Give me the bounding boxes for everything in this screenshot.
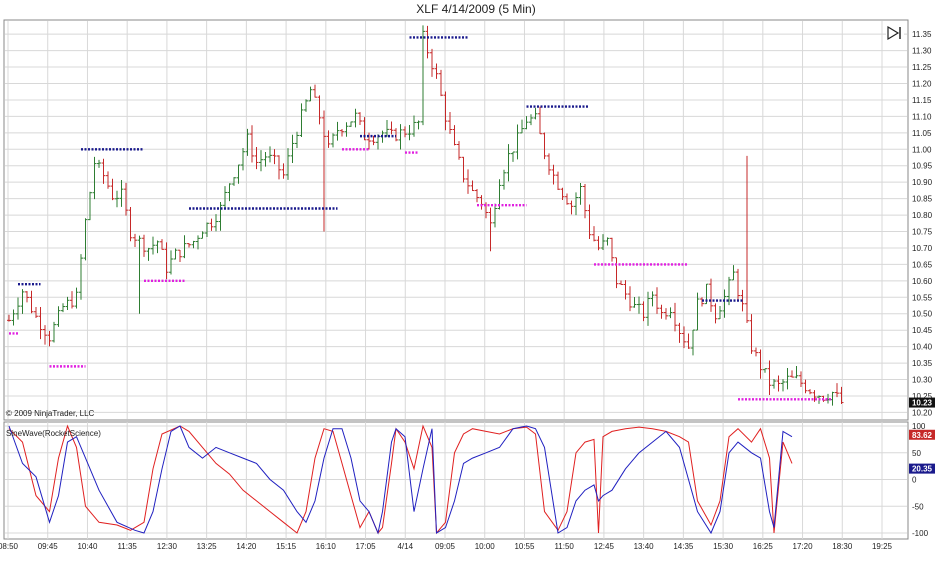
time-tick-label: 09:45 [38,542,59,551]
chart-title: XLF 4/14/2009 (5 Min) [416,2,535,16]
copyright-text: © 2009 NinjaTrader, LLC [6,409,95,418]
price-tick-label: 10.25 [912,392,933,401]
osc-tick-label: -100 [912,529,929,538]
price-panel [3,19,909,421]
time-tick-label: 14:35 [673,542,694,551]
time-tick-label: 09:05 [435,542,456,551]
indicator-label: SineWave(RocketScience) [6,429,101,438]
last-price-label: 10.23 [912,399,933,408]
osc-value-flag [909,463,935,474]
price-tick-label: 10.55 [912,293,933,302]
time-tick-label: 13:25 [197,542,218,551]
time-tick-label: 16:10 [316,542,337,551]
time-tick-label: 12:30 [157,542,178,551]
price-tick-label: 10.90 [912,178,933,187]
grid [5,21,907,539]
time-tick-label: 17:20 [793,542,814,551]
osc-value-flag [909,429,935,440]
price-tick-label: 11.35 [912,30,932,39]
price-tick-label: 10.95 [912,162,933,171]
price-tick-label: 10.65 [912,260,933,269]
price-tick-label: 11.05 [912,129,932,138]
time-tick-label: 4/14 [397,542,413,551]
time-tick-label: 10:55 [514,542,535,551]
price-tick-label: 10.45 [912,326,933,335]
osc-value-label: 83.62 [912,431,933,440]
time-tick-label: 16:25 [753,542,774,551]
osc-tick-label: -50 [912,502,924,511]
price-tick-label: 10.30 [912,376,933,385]
time-tick-label: 15:15 [276,542,297,551]
price-tick-label: 11.10 [912,112,932,121]
price-tick-label: 11.30 [912,47,932,56]
price-tick-label: 10.75 [912,228,933,237]
time-tick-label: 15:30 [713,542,734,551]
price-tick-label: 10.85 [912,195,933,204]
skip-to-end-icon[interactable] [886,25,904,41]
price-tick-label: 10.50 [912,310,933,319]
price-tick-label: 11.00 [912,145,932,154]
price-tick-label: 10.35 [912,359,933,368]
time-tick-label: 11:35 [117,542,137,551]
osc-value-label: 20.35 [912,465,933,474]
time-tick-label: 14:20 [236,542,257,551]
price-tick-label: 10.60 [912,277,933,286]
time-tick-label: 18:30 [832,542,853,551]
time-tick-label: 13:40 [634,542,655,551]
sinewave-lines [8,424,793,535]
time-tick-label: 12:45 [594,542,615,551]
axis-labels: 11.35 11.30 11.25 11.20 11.15 11.10 11.05 11.00… [0,30,935,551]
price-tick-label: 11.15 [912,96,932,105]
price-tick-label: 10.70 [912,244,933,253]
time-tick-label: 19:25 [872,542,893,551]
price-tick-label: 10.20 [912,408,933,417]
oscillator-panel [3,421,909,540]
price-tick-label: 10.80 [912,211,933,220]
osc-tick-label: 100 [912,422,926,431]
price-tick-label: 11.20 [912,79,932,88]
time-tick-label: 10:40 [77,542,98,551]
time-tick-label: 11:50 [554,542,574,551]
time-tick-label: 17:05 [356,542,377,551]
level-lines [9,36,833,401]
price-tick-label: 10.40 [912,343,933,352]
ohlc-bars [7,25,844,406]
last-price-flag [909,397,935,408]
time-tick-label: 08:50 [0,542,19,551]
time-tick-label: 10:00 [475,542,496,551]
price-tick-label: 11.25 [912,63,932,72]
osc-tick-label: 50 [912,449,921,458]
osc-tick-label: 0 [912,476,917,485]
leadsine-line [8,425,793,535]
sine-line [8,424,793,535]
